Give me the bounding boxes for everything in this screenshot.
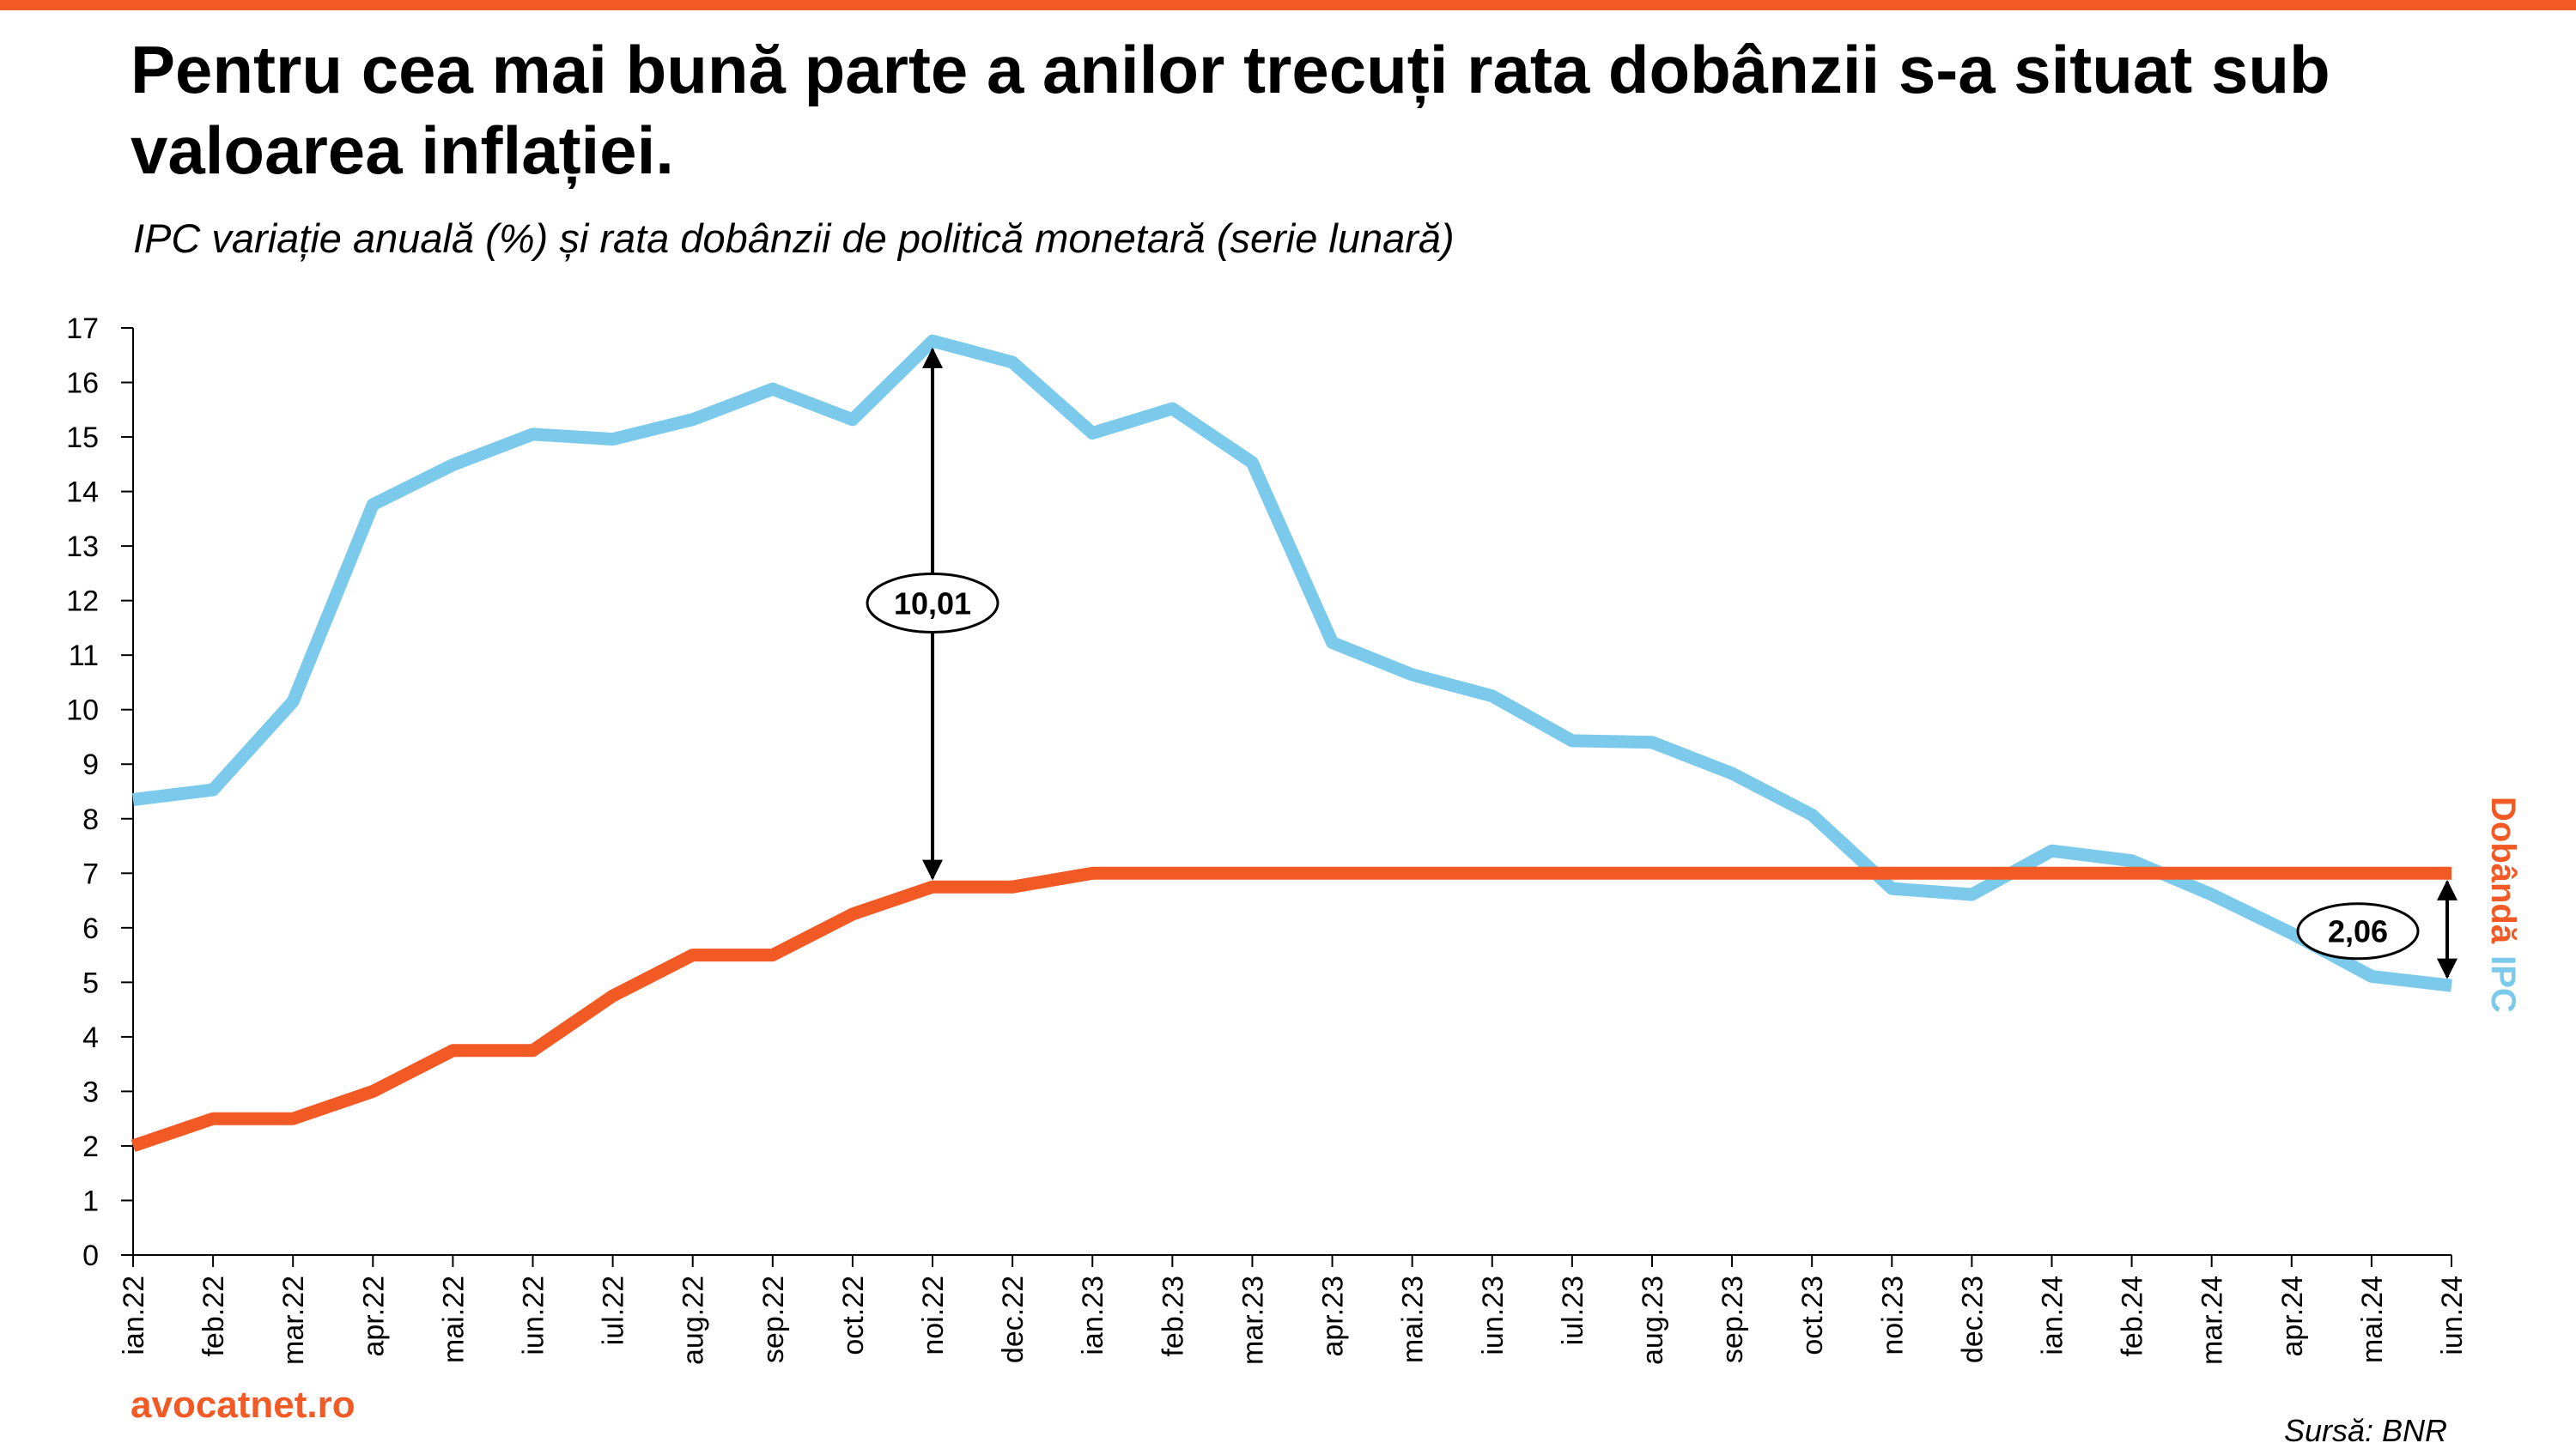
x-tick-label: mar.23 xyxy=(1236,1276,1269,1365)
y-tick-label: 8 xyxy=(82,803,99,836)
y-tick-label: 14 xyxy=(66,476,99,509)
y-tick-label: 6 xyxy=(82,912,99,945)
y-tick-label: 2 xyxy=(82,1131,99,1163)
x-tick-label: mai.24 xyxy=(2356,1276,2389,1363)
annotation-label: 2,06 xyxy=(2328,914,2388,949)
y-tick-label: 11 xyxy=(69,640,99,672)
y-tick-label: 0 xyxy=(82,1240,99,1272)
y-tick-label: 7 xyxy=(82,858,99,890)
annotation-oval xyxy=(866,572,999,634)
y-tick-label: 3 xyxy=(82,1076,99,1108)
x-tick-label: mar.24 xyxy=(2196,1276,2229,1365)
x-tick-label: oct.23 xyxy=(1796,1276,1829,1355)
chart-series xyxy=(131,334,2452,1152)
chart-title: Pentru cea mai bună parte a anilor trecu… xyxy=(131,32,2330,188)
y-tick-label: 16 xyxy=(66,367,99,400)
x-tick-label: feb.22 xyxy=(197,1276,230,1357)
x-tick-label: ian.24 xyxy=(2036,1276,2069,1355)
x-tick-label: feb.23 xyxy=(1157,1276,1189,1357)
chart-legend: Dobândă IPC xyxy=(2484,797,2522,1013)
annotation-label: 10,01 xyxy=(894,585,971,621)
x-tick-label: sep.23 xyxy=(1716,1276,1749,1363)
brand-logo-text: avocatnet.ro xyxy=(131,1384,355,1426)
y-tick-label: 17 xyxy=(66,312,99,345)
x-tick-label: feb.24 xyxy=(2117,1276,2149,1357)
top-accent-bar xyxy=(0,0,2576,10)
x-tick-label: aug.23 xyxy=(1637,1276,1669,1365)
x-tick-label: mar.22 xyxy=(277,1276,310,1365)
x-tick-label: iun.23 xyxy=(1477,1276,1510,1355)
y-tick-label: 9 xyxy=(82,749,99,781)
series-line-dobanda xyxy=(131,866,2451,1152)
y-tick-label: 5 xyxy=(82,967,99,999)
x-tick-label: ian.22 xyxy=(118,1276,150,1355)
y-tick-label: 12 xyxy=(66,585,99,618)
x-tick-label: iun.24 xyxy=(2436,1276,2469,1355)
y-tick-label: 1 xyxy=(82,1185,99,1217)
x-tick-label: iun.22 xyxy=(518,1276,550,1355)
y-tick-label: 13 xyxy=(66,530,99,563)
x-tick-label: iul.23 xyxy=(1557,1276,1589,1345)
x-tick-label: apr.22 xyxy=(357,1276,390,1357)
y-tick-label: 15 xyxy=(66,421,99,454)
x-tick-label: apr.23 xyxy=(1317,1276,1350,1357)
x-tick-label: sep.22 xyxy=(757,1276,790,1363)
x-tick-label: dec.23 xyxy=(1956,1276,1989,1363)
x-tick-label: dec.22 xyxy=(997,1276,1030,1363)
x-tick-label: mai.23 xyxy=(1397,1276,1430,1363)
legend-dobanda: Dobândă xyxy=(2484,797,2522,944)
x-tick-label: aug.22 xyxy=(677,1276,710,1365)
x-tick-label: oct.22 xyxy=(837,1276,870,1355)
x-tick-label: ian.23 xyxy=(1077,1276,1109,1355)
y-tick-label: 4 xyxy=(82,1022,99,1054)
x-tick-label: noi.22 xyxy=(917,1276,950,1355)
source-note: Sursă: BNR xyxy=(2283,1413,2447,1448)
x-tick-label: mai.22 xyxy=(437,1276,470,1363)
x-tick-label: iul.22 xyxy=(598,1276,630,1345)
legend-ipc: IPC xyxy=(2484,955,2522,1013)
chart-subtitle: IPC variație anuală (%) și rata dobânzii… xyxy=(133,215,1455,261)
y-tick-label: 10 xyxy=(66,694,99,727)
legend-labels: Dobândă IPC xyxy=(2484,797,2522,1013)
annotation-oval xyxy=(2296,902,2420,961)
x-tick-label: apr.24 xyxy=(2276,1276,2309,1357)
chart-annotations: 10,01 2,06 xyxy=(866,347,2458,979)
x-tick-label: noi.23 xyxy=(1876,1276,1909,1355)
series-line-ipc xyxy=(132,334,2452,992)
